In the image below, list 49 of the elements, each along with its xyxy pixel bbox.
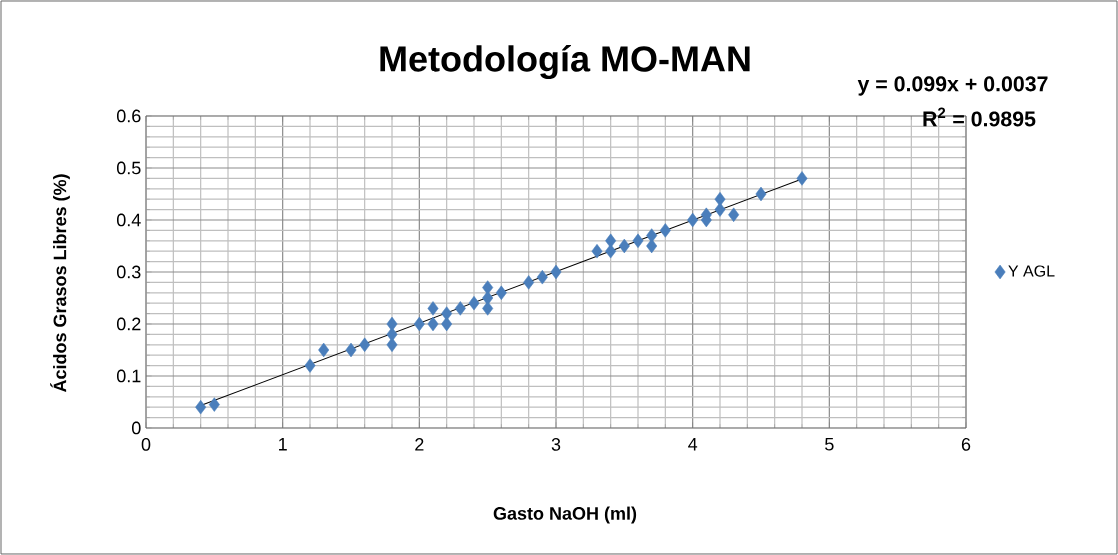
point: [482, 290, 494, 306]
point: [605, 243, 617, 259]
point: [454, 301, 466, 316]
x-tick-label: 0: [141, 438, 151, 451]
point: [413, 316, 425, 332]
y-tick-label: 0.4: [116, 213, 141, 227]
y-tick-label: 0.3: [116, 265, 141, 279]
point: [359, 337, 371, 352]
y-tick-label: 0.5: [116, 161, 141, 175]
legend-label: Y AGL: [1008, 265, 1055, 277]
annotation: R$^{2}$ = 0.9895: [923, 107, 1036, 127]
x-tick-label: 2: [415, 438, 424, 451]
point: [796, 171, 808, 186]
point: [386, 327, 398, 342]
y-tick-label: 0: [132, 421, 141, 435]
point: [755, 186, 767, 202]
y-axis-title: Ácidos Grasos Libres (%): [50, 174, 70, 393]
point: [687, 212, 699, 228]
point: [345, 342, 357, 358]
text: y = 0.099x + 0.0037: [857, 76, 1048, 96]
point: [304, 358, 316, 373]
point: [195, 399, 207, 415]
point: [441, 306, 453, 321]
x-tick-label: 1: [279, 438, 287, 451]
point: [495, 285, 507, 300]
point: [728, 207, 740, 222]
x-axis-title: Gasto NaOH (ml): [493, 506, 637, 524]
y-tick-label: 0.1: [116, 369, 141, 383]
point: [591, 243, 603, 259]
x-tick-label: 6: [961, 438, 971, 451]
point: [659, 223, 671, 238]
point: [318, 342, 330, 358]
point: [468, 295, 480, 311]
x-tick-label: 4: [688, 438, 698, 451]
y-tick-label: 0.2: [116, 317, 141, 331]
point: [646, 238, 658, 254]
x-tick-label: 5: [825, 438, 834, 451]
point: [632, 233, 644, 248]
y-tick-label: 0.6: [116, 109, 141, 123]
point: [523, 275, 535, 290]
chart-title: Metodología MO-MAN: [380, 44, 750, 79]
x-tick-label: 3: [551, 438, 561, 451]
point: [427, 316, 439, 332]
point: [208, 397, 220, 412]
point: [536, 269, 548, 285]
point: [550, 264, 562, 280]
point: [714, 202, 726, 217]
point: [427, 301, 439, 316]
point: [618, 238, 630, 254]
